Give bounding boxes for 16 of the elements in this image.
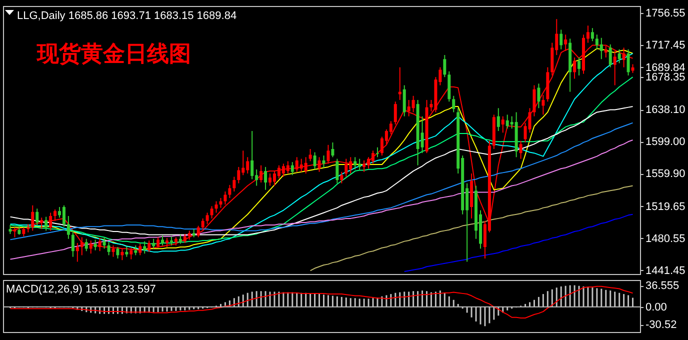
y-tick-label: 0.00 [646, 301, 667, 314]
y-tick-label: 1480.55 [646, 232, 686, 245]
y-tick-label: 1638.10 [646, 104, 686, 116]
y-tick-label: 1717.45 [646, 39, 686, 52]
y-tick-label: 36.555 [646, 280, 680, 292]
y-tick-label: 1441.45 [646, 264, 686, 277]
y-tick-label: 1599.00 [646, 136, 686, 148]
y-tick-label: 1559.90 [646, 168, 686, 180]
annotation: 现货黄金日线图 [36, 41, 191, 67]
y-tick-label: 1756.55 [646, 7, 686, 20]
y-tick-label: 1689.84 [646, 62, 686, 74]
y-tick-label: 1678.35 [646, 71, 686, 84]
y-tick-label: -30.52 [646, 319, 677, 332]
y-tick-label: 1519.65 [646, 200, 686, 213]
chart-title: MACD(12,26,9) 15.613 23.597 [6, 284, 156, 296]
chart-title: LLG,Daily 1685.86 1693.71 1683.15 1689.84 [17, 10, 237, 22]
